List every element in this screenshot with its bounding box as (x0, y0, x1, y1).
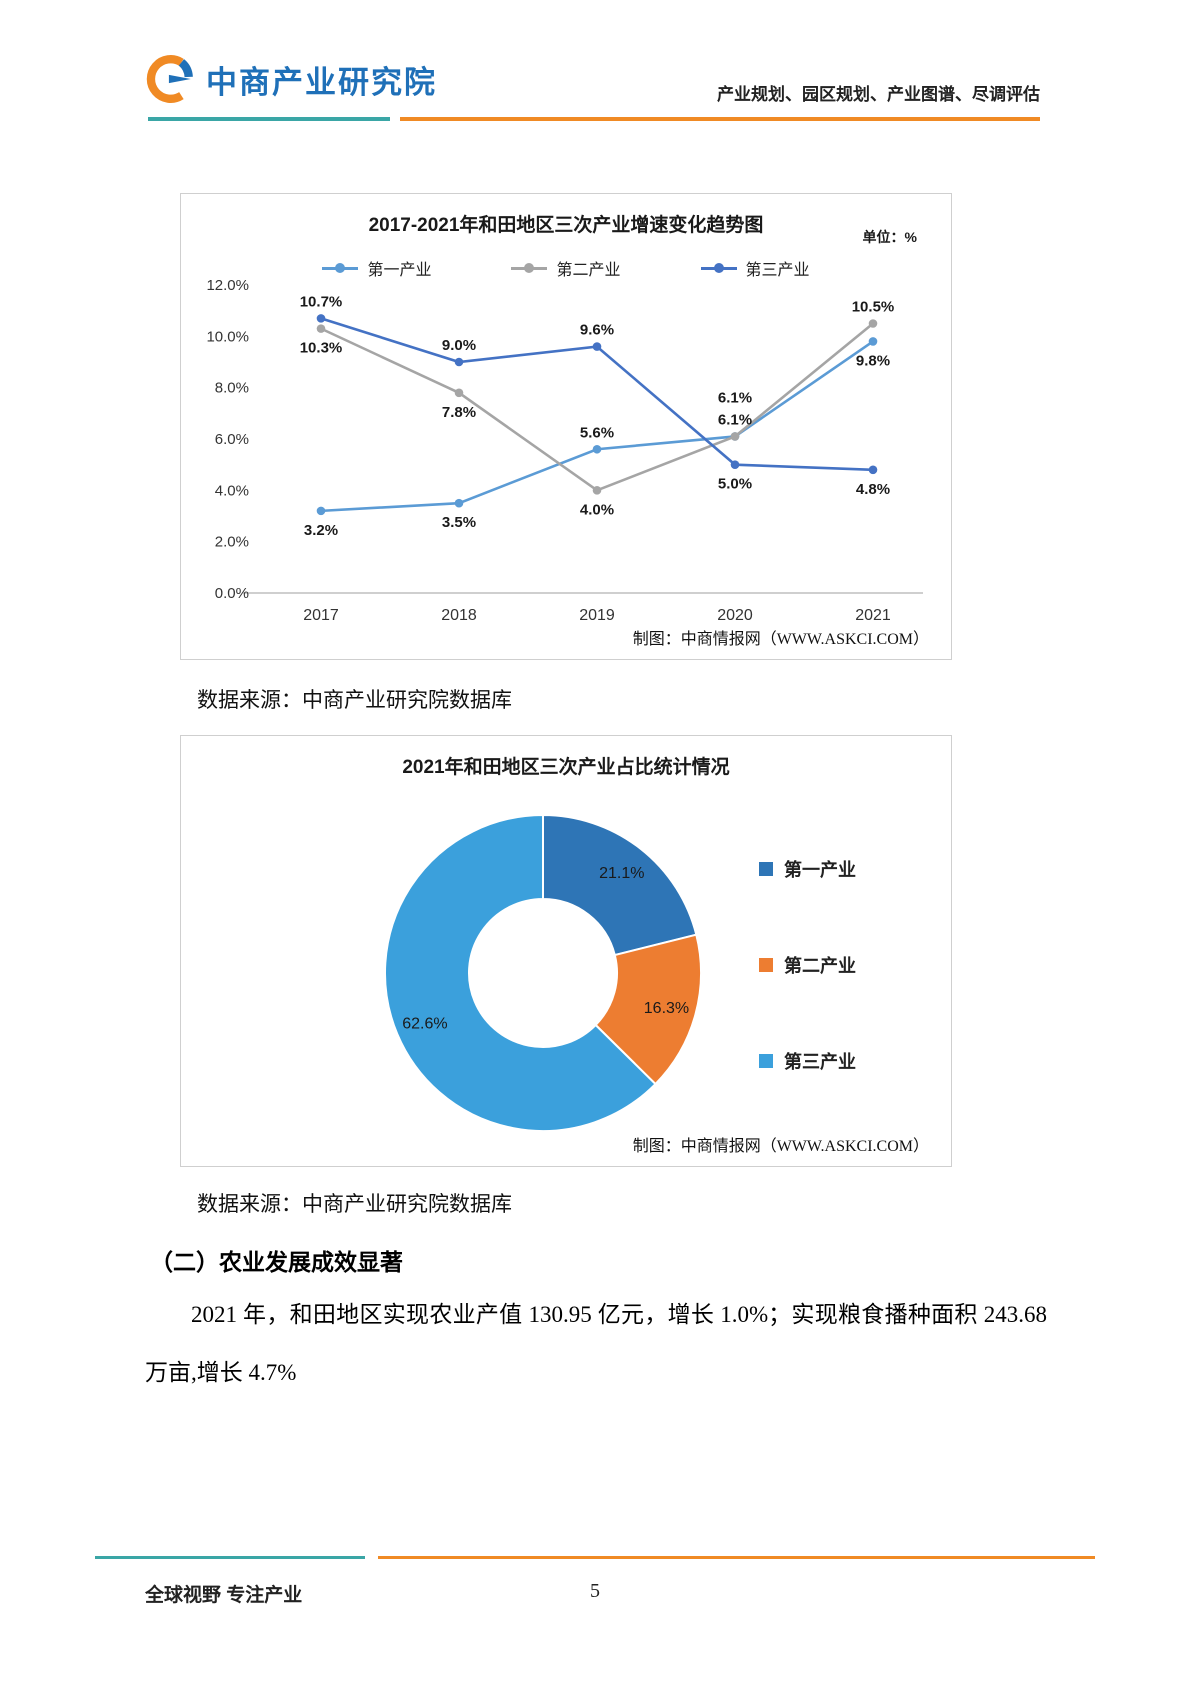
data-label: 10.3% (300, 340, 343, 357)
line-chart-legend: 第一产业 第二产业 第三产业 (181, 256, 951, 280)
legend-label: 第三产业 (784, 1052, 856, 1072)
data-point (730, 432, 740, 441)
line-chart-svg: 0.0% 2.0% 4.0% 6.0% 8.0% 10.0% 12.0% 2017 2018 20… (206, 277, 923, 624)
legend-item: 第一产业 (322, 256, 431, 280)
legend-item: 第二产业 (759, 952, 856, 978)
data-label: 5.0% (718, 476, 752, 493)
data-label: 4.8% (856, 481, 890, 498)
legend-label: 第一产业 (367, 262, 432, 279)
legend-line-marker (511, 263, 548, 273)
section-heading: （二）农业发展成效显著 (150, 1249, 403, 1275)
y-tick-label: 12.0% (206, 277, 249, 294)
slice-label: 62.6% (402, 1015, 447, 1032)
x-tick-label: 2018 (441, 607, 477, 624)
chart-credit: 制图：中商情报网（WWW.ASKCI.COM） (632, 1138, 929, 1155)
data-point (454, 498, 464, 508)
legend-dot-marker (524, 263, 535, 273)
donut-slice (384, 813, 657, 1132)
data-label: 10.7% (300, 293, 343, 310)
legend-line-marker (700, 263, 737, 273)
data-point (316, 314, 326, 323)
logo: 中商产业研究院 (146, 54, 437, 104)
x-tick-label: 2021 (855, 607, 891, 624)
y-tick-label: 0.0% (215, 585, 249, 602)
data-point (592, 444, 602, 454)
data-label: 3.5% (442, 514, 476, 531)
footer-rule-teal (95, 1556, 365, 1559)
line-chart: 0.0% 2.0% 4.0% 6.0% 8.0% 10.0% 12.0% 2017 2018 20… (180, 193, 952, 660)
data-point (592, 486, 602, 495)
footer-rule-orange (378, 1556, 1095, 1559)
donut-chart-title: 2021年和田地区三次产业占比统计情况 (402, 757, 730, 778)
data-label: 4.0% (580, 501, 614, 518)
legend-dot-marker (713, 263, 724, 273)
data-point (868, 319, 878, 328)
logo-text: 中商产业研究院 (206, 64, 437, 100)
legend-square-marker (759, 958, 773, 972)
data-point (316, 324, 326, 333)
legend-label: 第三产业 (745, 262, 810, 279)
data-point (868, 337, 878, 346)
legend-label: 第二产业 (784, 956, 856, 976)
legend-label: 第二产业 (556, 262, 621, 279)
x-tick-label: 2019 (579, 607, 615, 624)
data-point (730, 460, 740, 469)
data-label: 6.1% (718, 411, 752, 428)
header-rule-orange (400, 117, 1040, 121)
data-label: 9.6% (580, 322, 614, 339)
x-tick-label: 2020 (717, 607, 753, 624)
legend-line-marker (322, 263, 359, 273)
chart-credit: 制图：中商情报网（WWW.ASKCI.COM） (632, 631, 929, 648)
donut-slice (594, 933, 702, 1086)
y-tick-label: 8.0% (215, 380, 249, 397)
legend-item: 第一产业 (759, 856, 856, 882)
data-point (592, 342, 602, 351)
slice-label: 21.1% (599, 865, 644, 882)
data-point (868, 465, 878, 475)
data-label: 9.0% (442, 337, 476, 354)
data-label: 5.6% (580, 424, 614, 441)
data-label: 3.2% (304, 522, 338, 539)
data-point (316, 506, 326, 516)
data-source-note: 数据来源：中商产业研究院数据库 (197, 1192, 512, 1216)
logo-icon (146, 55, 193, 103)
donut-slice (542, 813, 698, 957)
footer-slogan: 全球视野 专注产业 (145, 1585, 303, 1606)
y-tick-label: 6.0% (215, 431, 249, 448)
legend-item: 第二产业 (511, 256, 621, 280)
donut-chart: 21.1% 16.3% 62.6% 2021年和田地区三次产业占比统计情况 第一产业… (180, 735, 952, 1167)
slice-label: 16.3% (644, 1000, 689, 1017)
legend-square-marker (759, 862, 773, 876)
y-tick-label: 10.0% (206, 328, 249, 345)
donut-chart-svg: 21.1% 16.3% 62.6% (384, 813, 702, 1132)
legend-item: 第三产业 (700, 256, 810, 280)
data-label: 10.5% (852, 299, 895, 316)
data-point (454, 357, 464, 367)
body-paragraph: 2021 年，和田地区实现农业产值 130.95 亿元，增长 1.0%；实现粮食… (145, 1302, 1047, 1385)
data-label: 7.8% (442, 404, 476, 421)
data-point (454, 388, 464, 398)
y-tick-label: 4.0% (215, 482, 249, 499)
x-tick-label: 2017 (303, 607, 339, 624)
unit-label: 单位：% (862, 229, 917, 245)
legend-dot-marker (335, 263, 346, 273)
data-label: 6.1% (718, 389, 752, 406)
data-label: 9.8% (856, 352, 890, 369)
legend-item: 第三产业 (759, 1048, 856, 1074)
header-tagline: 产业规划、园区规划、产业图谱、尽调评估 (717, 85, 1040, 104)
y-tick-label: 2.0% (215, 534, 249, 551)
data-source-note: 数据来源：中商产业研究院数据库 (197, 688, 512, 712)
line-chart-title: 2017-2021年和田地区三次产业增速变化趋势图 (368, 215, 764, 236)
legend-square-marker (759, 1054, 773, 1068)
legend-label: 第一产业 (784, 860, 856, 880)
header-rule-teal (148, 117, 390, 121)
donut-chart-legend: 第一产业第二产业第三产业 (759, 856, 856, 1074)
page-number: 5 (590, 1580, 600, 1602)
